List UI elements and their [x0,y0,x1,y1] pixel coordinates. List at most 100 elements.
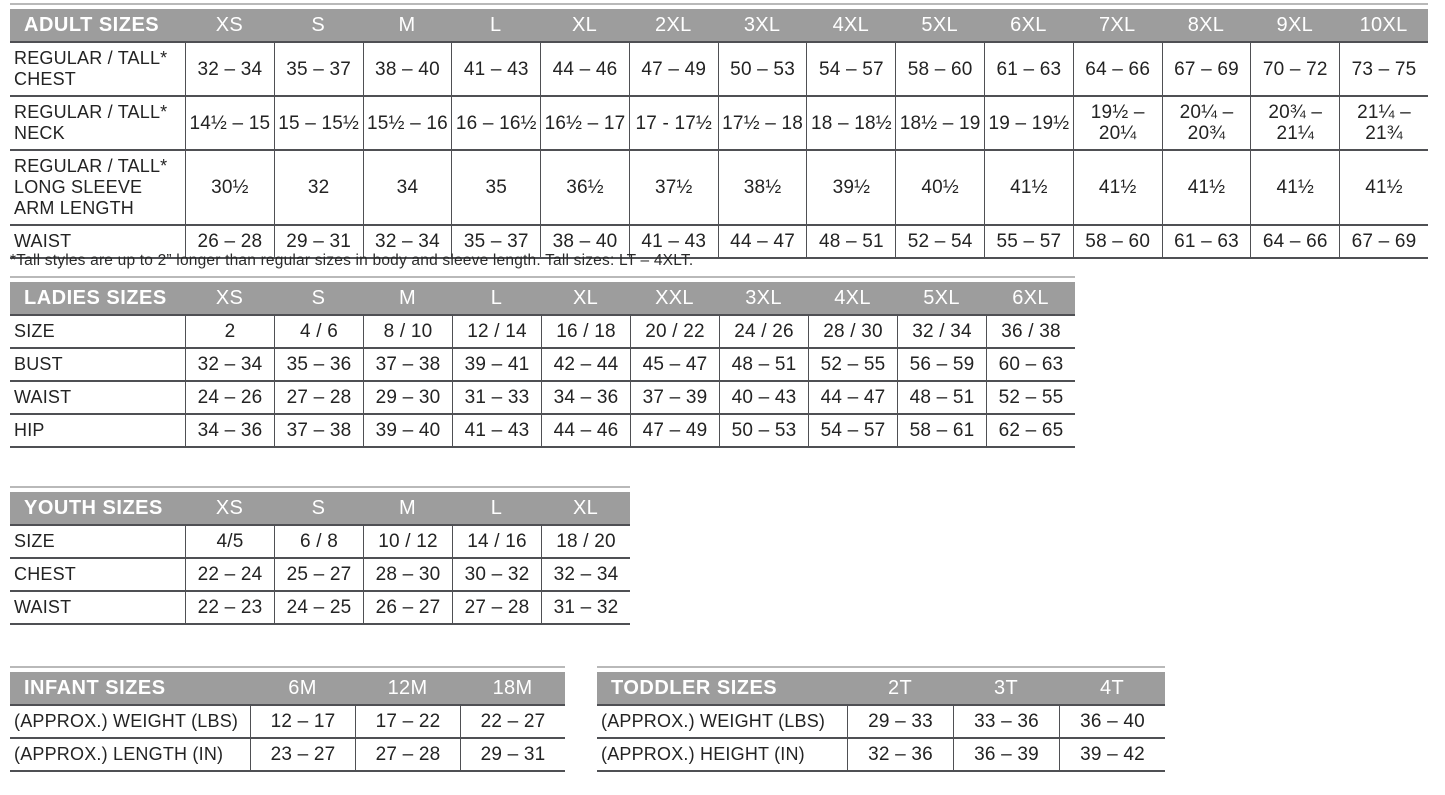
table-row: HIP 34 – 36 37 – 38 39 – 40 41 – 43 44 – 46 47… [10,413,1075,446]
value-cell: 52 – 55 [808,349,897,380]
column-header-m: M [399,496,416,519]
column-header-10xl: 10XL [1359,13,1408,36]
value-cell: 35 – 37 [451,226,540,257]
row-label: REGULAR / TALL* NECK [14,102,168,143]
value-cell: 38 – 40 [362,43,452,95]
table-header-row: INFANT SIZES 6M 12M 18M [10,672,565,704]
column-header-xs: XS [215,286,244,309]
table-row: WAIST 26 – 28 29 – 31 32 – 34 35 – 37 38 – 40… [10,224,1428,257]
value-cell: 38 – 40 [540,226,629,257]
value-cell: 12 / 14 [452,316,541,347]
table-body: (APPROX.) WEIGHT (LBS) 29 – 33 33 – 36 36 –… [597,704,1165,772]
table-row: SIZE 4/5 6 / 8 10 / 12 14 / 16 18 / 20 [10,526,630,557]
value-cell: 39 – 42 [1059,739,1165,770]
value-cell: 50 – 53 [717,43,807,95]
value-cell: 18 / 20 [541,526,630,557]
table-row: REGULAR / TALL* NECK 14½ – 15 15 – 15½ 15½ … [10,95,1428,149]
value-cell: 15 – 15½ [273,97,363,149]
value-cell: 36 – 39 [953,739,1059,770]
value-cell: 4 / 6 [274,316,363,347]
value-cell: 32 – 34 [362,226,452,257]
youth-sizes-table: YOUTH SIZES XS S M L XL SIZE 4/5 6 / 8 10 / 12 14 … [10,486,630,625]
table-top-hairline [10,276,1075,278]
table-header-row: ADULT SIZES XS S M L XL 2XL 3XL 4XL 5XL 6XL 7XL 8XL 9… [10,9,1428,41]
value-cell: 67 – 69 [1161,43,1251,95]
column-header-m: M [398,13,416,36]
table-row: (APPROX.) LENGTH (IN) 23 – 27 27 – 28 29 – … [10,737,565,770]
row-label: (APPROX.) LENGTH (IN) [14,744,224,764]
value-cell: 18 – 18½ [806,97,895,149]
column-header-3xl: 3XL [743,13,781,36]
value-cell: 31 – 32 [541,592,630,623]
value-cell: 39 – 40 [363,415,452,446]
value-cell: 20 / 22 [630,316,719,347]
value-cell: 29 – 33 [847,706,953,737]
value-cell: 35 – 36 [274,349,363,380]
value-cell: 64 – 66 [1072,43,1162,95]
value-cell: 44 – 47 [808,382,897,413]
value-cell: 10 / 12 [363,526,452,557]
row-label: (APPROX.) WEIGHT (LBS) [601,711,826,731]
value-cell: 26 – 27 [363,592,452,623]
value-cell: 34 – 36 [185,415,274,446]
value-cell: 24 – 25 [274,592,363,623]
value-cell: 28 / 30 [808,316,897,347]
toddler-sizes-table: TODDLER SIZES 2T 3T 4T (APPROX.) WEIGHT (LBS… [597,666,1165,772]
value-cell: 15½ – 16 [362,97,452,149]
value-cell: 23 – 27 [250,739,355,770]
column-header-6m: 6M [288,676,317,699]
value-cell: 41 – 43 [452,415,541,446]
row-label: WAIST [14,387,72,407]
table-top-hairline [10,3,1428,5]
value-cell: 36 / 38 [986,316,1075,347]
table-top-hairline [597,666,1165,668]
value-cell: 29 – 31 [460,739,565,770]
column-header-l: L [490,286,503,309]
table-row: (APPROX.) WEIGHT (LBS) 12 – 17 17 – 22 22 –… [10,706,565,737]
table-header-row: YOUTH SIZES XS S M L XL [10,492,630,524]
value-cell: 61 – 63 [1161,226,1251,257]
table-body: (APPROX.) WEIGHT (LBS) 12 – 17 17 – 22 22 –… [10,704,565,772]
column-header-l: L [490,496,503,519]
adult-sizes-table: ADULT SIZES XS S M L XL 2XL 3XL 4XL 5XL 6XL 7XL 8XL 9… [10,3,1428,259]
value-cell: 64 – 66 [1250,226,1339,257]
value-cell: 41½ [1250,151,1339,224]
column-header-7xl: 7XL [1098,13,1136,36]
column-header-5xl: 5XL [921,13,958,36]
value-cell: 56 – 59 [897,349,986,380]
table-title: TODDLER SIZES [611,676,778,699]
value-cell: 32 – 34 [185,349,274,380]
column-header-m: M [399,286,416,309]
value-cell: 24 – 26 [185,382,274,413]
value-cell: 45 – 47 [630,349,719,380]
column-header-s: S [311,286,326,309]
value-cell: 70 – 72 [1250,43,1339,95]
row-label: BUST [14,354,63,374]
value-cell: 30 – 32 [452,559,541,590]
table-row: BUST 32 – 34 35 – 36 37 – 38 39 – 41 42 – 44 4… [10,347,1075,380]
value-cell: 20¼ – 20¾ [1161,97,1251,149]
column-header-6xl: 6XL [1012,286,1049,309]
value-cell: 22 – 23 [185,592,274,623]
value-cell: 50 – 53 [719,415,808,446]
value-cell: 60 – 63 [986,349,1075,380]
tall-sizes-footnote: *Tall styles are up to 2” longer than re… [10,252,694,269]
table-row: REGULAR / TALL* LONG SLEEVE ARM LENGTH 30… [10,149,1428,224]
value-cell: 32 – 34 [185,43,274,95]
value-cell: 24 / 26 [719,316,808,347]
value-cell: 54 – 57 [808,415,897,446]
value-cell: 73 – 75 [1339,43,1428,95]
value-cell: 4/5 [185,526,274,557]
column-header-s: S [311,496,326,519]
column-header-6xl: 6XL [1010,13,1047,36]
column-header-xl: XL [572,286,599,309]
value-cell: 55 – 57 [984,226,1073,257]
value-cell: 41½ [1339,151,1428,224]
value-cell: 30½ [185,151,274,224]
value-cell: 14 / 16 [452,526,541,557]
row-label: WAIST [14,231,72,251]
value-cell: 29 – 30 [363,382,452,413]
value-cell: 40 – 43 [719,382,808,413]
table-body: SIZE 4/5 6 / 8 10 / 12 14 / 16 18 / 20 CHEST 22… [10,524,630,625]
